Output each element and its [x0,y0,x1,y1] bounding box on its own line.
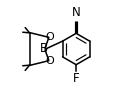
Text: N: N [71,6,80,19]
Text: F: F [72,72,79,85]
Text: B: B [39,43,47,55]
Text: O: O [45,56,54,66]
Text: O: O [45,32,54,42]
